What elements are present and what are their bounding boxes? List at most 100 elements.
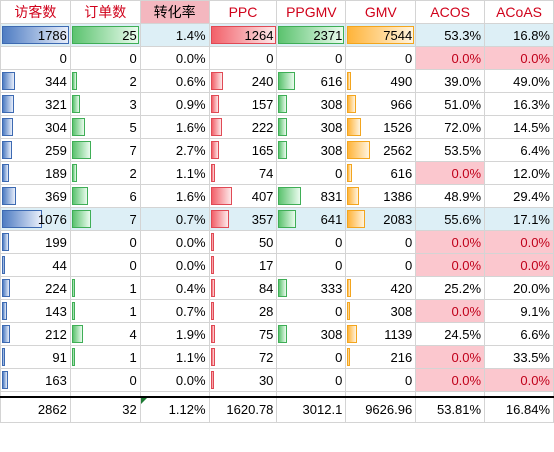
- header-orders[interactable]: 订单数: [69, 0, 141, 24]
- cell-cvr[interactable]: 0.0%: [139, 253, 210, 277]
- cell-ppgmv[interactable]: 0: [276, 46, 347, 70]
- cell-acos[interactable]: 0.0%: [415, 368, 486, 392]
- cell-gmv[interactable]: 1526: [345, 115, 417, 139]
- cell-acoas[interactable]: 49.0%: [484, 69, 554, 93]
- cell-acos[interactable]: 53.5%: [415, 138, 486, 162]
- cell-gmv[interactable]: 420: [345, 276, 417, 300]
- total-orders[interactable]: 32: [69, 395, 141, 423]
- cell-orders[interactable]: 7: [69, 138, 141, 162]
- cell-cvr[interactable]: 1.4%: [139, 23, 210, 47]
- total-cvr[interactable]: 1.12%: [139, 395, 210, 423]
- cell-cvr[interactable]: 1.6%: [139, 184, 210, 208]
- cell-acos[interactable]: 0.0%: [415, 299, 486, 323]
- cell-gmv[interactable]: 216: [345, 345, 417, 369]
- cell-ppgmv[interactable]: 308: [276, 322, 347, 346]
- header-acoas[interactable]: ACoAS: [484, 0, 554, 24]
- cell-orders[interactable]: 5: [69, 115, 141, 139]
- cell-orders[interactable]: 1: [69, 299, 141, 323]
- cell-acos[interactable]: 55.6%: [415, 207, 486, 231]
- cell-visitors[interactable]: 304: [0, 115, 71, 139]
- cell-visitors[interactable]: 1786: [0, 23, 71, 47]
- cell-orders[interactable]: 0: [69, 368, 141, 392]
- cell-acoas[interactable]: 29.4%: [484, 184, 554, 208]
- cell-visitors[interactable]: 321: [0, 92, 71, 116]
- cell-ppc[interactable]: 0: [208, 46, 278, 70]
- cell-acoas[interactable]: 12.0%: [484, 161, 554, 185]
- cell-visitors[interactable]: 0: [0, 46, 71, 70]
- cell-orders[interactable]: 6: [69, 184, 141, 208]
- total-acos[interactable]: 53.81%: [415, 395, 486, 423]
- cell-acos[interactable]: 25.2%: [415, 276, 486, 300]
- cell-ppgmv[interactable]: 0: [276, 368, 347, 392]
- total-acoas[interactable]: 16.84%: [484, 395, 554, 423]
- cell-acos[interactable]: 72.0%: [415, 115, 486, 139]
- cell-acoas[interactable]: 33.5%: [484, 345, 554, 369]
- header-acos[interactable]: ACOS: [415, 0, 486, 24]
- cell-ppgmv[interactable]: 831: [276, 184, 347, 208]
- cell-ppgmv[interactable]: 2371: [276, 23, 347, 47]
- cell-ppgmv[interactable]: 333: [276, 276, 347, 300]
- cell-acoas[interactable]: 6.4%: [484, 138, 554, 162]
- cell-acos[interactable]: 0.0%: [415, 230, 486, 254]
- cell-ppc[interactable]: 72: [208, 345, 278, 369]
- cell-visitors[interactable]: 212: [0, 322, 71, 346]
- cell-ppgmv[interactable]: 641: [276, 207, 347, 231]
- cell-visitors[interactable]: 199: [0, 230, 71, 254]
- total-ppgmv[interactable]: 3012.1: [276, 395, 347, 423]
- cell-visitors[interactable]: 163: [0, 368, 71, 392]
- cell-acos[interactable]: 0.0%: [415, 345, 486, 369]
- cell-orders[interactable]: 3: [69, 92, 141, 116]
- cell-visitors[interactable]: 369: [0, 184, 71, 208]
- cell-cvr[interactable]: 0.9%: [139, 92, 210, 116]
- cell-ppc[interactable]: 157: [208, 92, 278, 116]
- cell-visitors[interactable]: 44: [0, 253, 71, 277]
- cell-cvr[interactable]: 2.7%: [139, 138, 210, 162]
- cell-ppgmv[interactable]: 0: [276, 253, 347, 277]
- cell-acoas[interactable]: 0.0%: [484, 230, 554, 254]
- cell-visitors[interactable]: 91: [0, 345, 71, 369]
- cell-gmv[interactable]: 490: [345, 69, 417, 93]
- cell-cvr[interactable]: 1.9%: [139, 322, 210, 346]
- cell-gmv[interactable]: 1386: [345, 184, 417, 208]
- cell-cvr[interactable]: 0.0%: [139, 230, 210, 254]
- cell-ppc[interactable]: 30: [208, 368, 278, 392]
- cell-orders[interactable]: 0: [69, 46, 141, 70]
- cell-ppc[interactable]: 50: [208, 230, 278, 254]
- cell-cvr[interactable]: 0.0%: [139, 46, 210, 70]
- header-ppc[interactable]: PPC: [208, 0, 278, 24]
- cell-visitors[interactable]: 259: [0, 138, 71, 162]
- cell-visitors[interactable]: 143: [0, 299, 71, 323]
- cell-acoas[interactable]: 6.6%: [484, 322, 554, 346]
- cell-cvr[interactable]: 1.1%: [139, 161, 210, 185]
- cell-ppc[interactable]: 222: [208, 115, 278, 139]
- cell-acoas[interactable]: 0.0%: [484, 46, 554, 70]
- cell-cvr[interactable]: 0.7%: [139, 207, 210, 231]
- cell-visitors[interactable]: 1076: [0, 207, 71, 231]
- cell-cvr[interactable]: 0.7%: [139, 299, 210, 323]
- cell-acos[interactable]: 24.5%: [415, 322, 486, 346]
- cell-visitors[interactable]: 344: [0, 69, 71, 93]
- cell-ppc[interactable]: 357: [208, 207, 278, 231]
- cell-acos[interactable]: 51.0%: [415, 92, 486, 116]
- cell-orders[interactable]: 1: [69, 345, 141, 369]
- cell-visitors[interactable]: 224: [0, 276, 71, 300]
- cell-ppgmv[interactable]: 308: [276, 115, 347, 139]
- total-ppc[interactable]: 1620.78: [208, 395, 278, 423]
- cell-orders[interactable]: 2: [69, 161, 141, 185]
- cell-ppc[interactable]: 17: [208, 253, 278, 277]
- cell-ppgmv[interactable]: 308: [276, 92, 347, 116]
- cell-orders[interactable]: 0: [69, 230, 141, 254]
- cell-acos[interactable]: 0.0%: [415, 46, 486, 70]
- cell-acoas[interactable]: 14.5%: [484, 115, 554, 139]
- header-conversion-rate[interactable]: 转化率: [139, 0, 210, 24]
- cell-ppgmv[interactable]: 308: [276, 138, 347, 162]
- total-visitors[interactable]: 2862: [0, 395, 71, 423]
- cell-gmv[interactable]: 0: [345, 253, 417, 277]
- cell-ppgmv[interactable]: 616: [276, 69, 347, 93]
- cell-acoas[interactable]: 0.0%: [484, 368, 554, 392]
- cell-gmv[interactable]: 966: [345, 92, 417, 116]
- cell-ppc[interactable]: 1264: [208, 23, 278, 47]
- cell-orders[interactable]: 2: [69, 69, 141, 93]
- cell-gmv[interactable]: 2083: [345, 207, 417, 231]
- header-visitors[interactable]: 访客数: [0, 0, 71, 24]
